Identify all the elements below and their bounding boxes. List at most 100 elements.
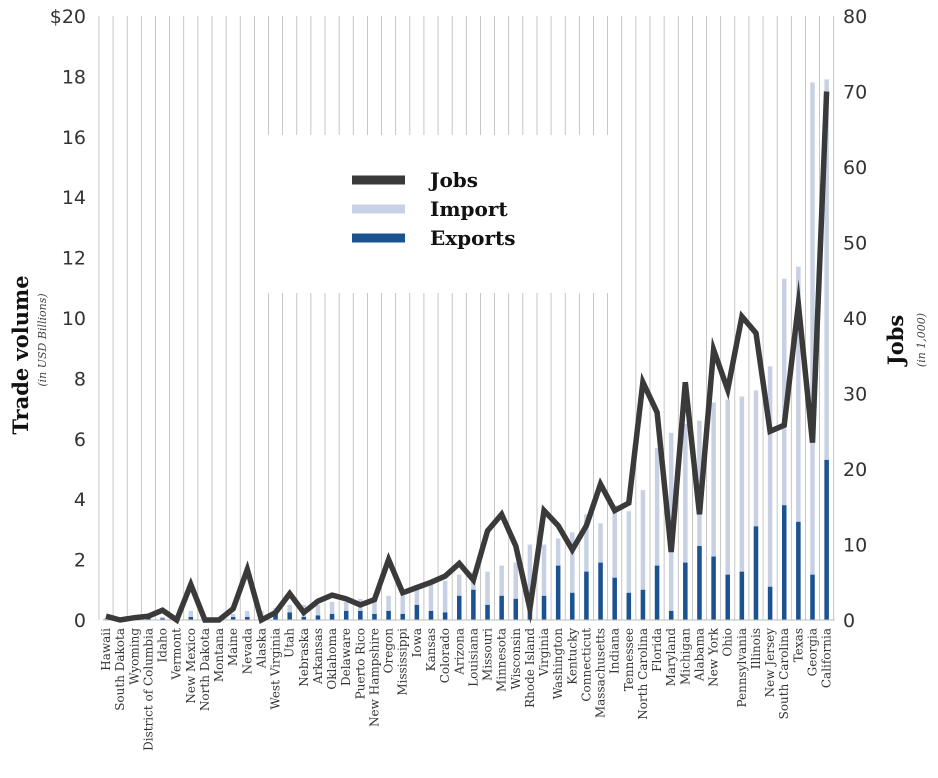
category-label: New York <box>707 627 721 687</box>
category-label: South Dakota <box>113 628 127 711</box>
import-bar <box>739 396 745 620</box>
export-bar <box>796 521 801 620</box>
right-tick-label: 70 <box>843 82 867 104</box>
category-label: New Mexico <box>184 628 198 704</box>
legend-label-import: Import <box>430 197 508 221</box>
left-tick-label: 8 <box>74 368 86 390</box>
left-tick-label: $20 <box>50 6 86 28</box>
right-tick-label: 40 <box>843 308 867 330</box>
import-bar <box>188 610 194 620</box>
category-label: New Jersey <box>763 628 777 698</box>
legend-label-jobs: Jobs <box>428 168 478 192</box>
category-label: Maine <box>226 628 240 666</box>
left-tick-label: 12 <box>62 248 86 270</box>
import-bar <box>513 562 519 620</box>
import-bar <box>725 399 730 620</box>
category-label: Florida <box>650 628 664 672</box>
category-label: Pennsylvania <box>735 628 749 708</box>
category-label: Connecticut <box>579 628 593 702</box>
export-bar <box>626 592 632 620</box>
left-axis-subtitle: (in USD Billions) <box>36 293 49 386</box>
export-bar <box>781 505 787 620</box>
export-bar <box>598 562 603 620</box>
export-bar <box>612 577 617 620</box>
export-bar <box>640 589 646 620</box>
category-label: Wisconsin <box>509 628 523 690</box>
category-label: Washington <box>551 628 565 700</box>
category-label: Delaware <box>339 628 353 686</box>
export-bar <box>668 610 674 620</box>
right-tick-label: 30 <box>843 384 867 406</box>
import-bar <box>796 266 801 620</box>
export-bar <box>753 526 759 620</box>
left-axis-ticks: $20 18 16 14 12 10 8 6 4 2 0 <box>50 6 86 632</box>
export-bar <box>343 610 349 620</box>
export-bar <box>146 618 151 620</box>
category-label: North Carolina <box>636 628 650 720</box>
export-bar <box>230 616 236 620</box>
import-bar <box>654 447 660 620</box>
left-tick-label: 10 <box>62 308 86 330</box>
category-label: Michigan <box>678 628 692 685</box>
export-bar <box>683 562 688 620</box>
import-bar <box>570 532 575 620</box>
vertical-grid <box>98 16 835 620</box>
import-bar <box>810 82 815 620</box>
category-label: Idaho <box>156 628 170 663</box>
category-labels: Hawaii South Dakota Wyoming District of Col… <box>99 627 834 751</box>
import-bar <box>541 544 547 620</box>
category-label: Tennessee <box>622 628 636 691</box>
export-bars <box>103 459 829 620</box>
jobs-line-path <box>105 91 830 625</box>
left-tick-label: 14 <box>62 187 86 209</box>
category-label: Hawaii <box>99 628 113 671</box>
category-label: Minnesota <box>495 628 509 692</box>
export-bar <box>584 571 589 620</box>
import-bar <box>103 618 109 620</box>
import-bar <box>697 420 702 620</box>
export-bar <box>570 592 575 620</box>
export-bar <box>767 586 773 620</box>
export-bar <box>358 610 363 620</box>
export-bar <box>485 604 490 620</box>
export-bar <box>414 604 420 620</box>
import-bar <box>386 595 391 620</box>
category-label: Oklahoma <box>325 628 339 690</box>
category-label: Montana <box>212 628 226 682</box>
category-label: Nebraska <box>297 628 311 687</box>
right-axis-ticks: 80 70 60 50 40 30 20 10 0 <box>843 6 867 632</box>
import-bar <box>824 79 829 621</box>
import-bar <box>499 565 504 620</box>
category-label: Iowa <box>410 628 424 657</box>
import-bar <box>428 583 434 620</box>
category-label: Arkansas <box>311 628 325 685</box>
category-label: Ohio <box>721 628 735 657</box>
export-bar <box>555 565 561 620</box>
import-bar <box>584 514 589 620</box>
category-label: North Dakota <box>198 628 212 711</box>
legend: Jobs Import Exports <box>352 168 516 250</box>
export-bar <box>697 546 702 620</box>
export-bar <box>287 612 292 620</box>
export-bar <box>442 612 448 620</box>
category-label: Rhode Island <box>523 628 537 708</box>
export-bar <box>513 598 519 620</box>
export-bar <box>372 613 377 620</box>
category-label: West Virginia <box>269 628 283 710</box>
category-label: Virginia <box>537 628 551 677</box>
category-label: Illinois <box>749 628 763 669</box>
import-bar <box>527 544 533 620</box>
import-bar <box>372 598 377 620</box>
import-bar <box>753 390 759 620</box>
category-label: Alaska <box>254 628 268 669</box>
import-bar <box>781 278 787 620</box>
right-axis-title: Jobs <box>883 315 908 367</box>
export-bar <box>273 613 278 620</box>
category-label: Texas <box>791 628 805 662</box>
export-bar <box>188 616 194 620</box>
export-bar <box>301 616 307 620</box>
import-bar <box>711 402 716 620</box>
export-bar <box>824 459 829 620</box>
import-bar <box>329 601 335 620</box>
category-label: California <box>820 628 834 688</box>
